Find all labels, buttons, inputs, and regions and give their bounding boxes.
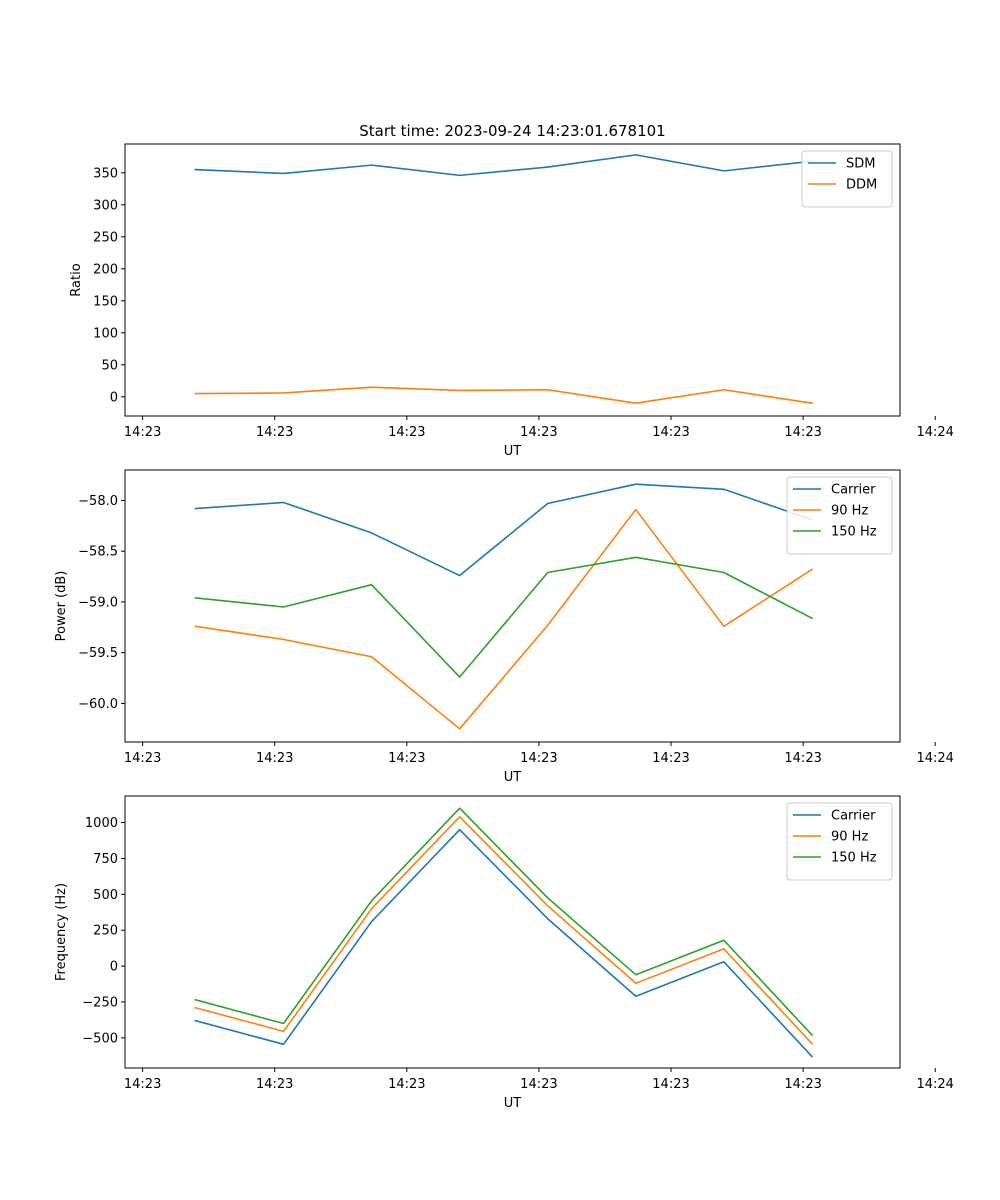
y-tick-label: −500 [82,1031,118,1046]
y-tick-label: 300 [93,198,118,213]
legend-label: Carrier [831,483,876,498]
x-tick-label: 14:23 [388,425,425,440]
y-tick-label: −59.0 [78,595,118,610]
x-tick-label: 14:24 [916,1077,953,1092]
y-tick-label: −59.5 [78,646,118,661]
y-tick-label: −58.5 [78,545,118,560]
y-tick-label: 500 [93,888,118,903]
x-tick-label: 14:23 [652,751,689,766]
x-tick-label: 14:23 [652,425,689,440]
y-tick-label: 1000 [85,816,118,831]
x-tick-label: 14:23 [520,425,557,440]
x-tick-label: 14:23 [388,1077,425,1092]
x-tick-label: 14:23 [256,1077,293,1092]
x-tick-label: 14:23 [652,1077,689,1092]
series-line-90-hz [194,508,814,730]
legend-label: SDM [846,157,875,172]
x-axis-label: UT [504,1096,522,1111]
y-tick-label: 100 [93,326,118,341]
charts-container: Start time: 2023-09-24 14:23:01.678101 14… [54,122,954,1111]
x-tick-label: 14:24 [916,425,953,440]
subplot-2: 14:23 14:23 14:23 14:23 14:23 14:23 14:24 −60.0… [54,469,954,785]
x-tick-label: 14:23 [124,751,161,766]
y-tick-label: 350 [93,166,118,181]
y-tick-label: 200 [93,262,118,277]
axes-frame [124,795,901,1069]
y-tick-label: 250 [93,230,118,245]
legend-label: DDM [846,178,877,193]
x-tick-label: 14:23 [256,425,293,440]
legend-label: Carrier [831,809,876,824]
legend-label: 90 Hz [831,830,868,845]
legend-box [786,802,893,881]
y-axis-label: Ratio [69,263,84,296]
axes-frame [124,143,901,417]
legend-box [801,150,893,208]
series-line-carrier [194,483,813,577]
legend: Carrier 90 Hz 150 Hz [786,476,893,555]
y-tick-label: 250 [93,924,118,939]
y-axis-label: Power (dB) [54,571,69,642]
x-tick-label: 14:24 [916,751,953,766]
legend: Carrier 90 Hz 150 Hz [786,802,893,881]
x-axis-label: UT [504,770,522,785]
x-tick-label: 14:23 [256,751,293,766]
x-tick-label: 14:23 [520,751,557,766]
x-tick-label: 14:23 [388,751,425,766]
x-tick-label: 14:23 [124,1077,161,1092]
x-tick-label: 14:23 [784,1077,821,1092]
legend: SDM DDM [801,150,893,208]
axes-frame [124,469,901,743]
subplot-3: 14:23 14:23 14:23 14:23 14:23 14:23 14:24 −500 −… [54,795,954,1111]
y-axis-label: Frequency (Hz) [54,883,69,981]
x-tick-label: 14:23 [784,751,821,766]
x-tick-label: 14:23 [520,1077,557,1092]
legend-label: 150 Hz [831,525,877,540]
series-line-sdm [194,154,813,177]
y-tick-label: −250 [82,995,118,1010]
y-tick-label: 50 [101,358,118,373]
subplot-1: Start time: 2023-09-24 14:23:01.678101 14… [69,122,954,459]
y-tick-label: 0 [110,960,118,975]
chart-title: Start time: 2023-09-24 14:23:01.678101 [359,122,665,140]
series-line-carrier [194,828,814,1058]
y-tick-label: 150 [93,294,118,309]
x-axis-label: UT [504,444,522,459]
series-line-ddm [194,386,813,405]
y-tick-label: −58.0 [78,494,118,509]
series-line-90-hz [194,816,814,1045]
x-tick-label: 14:23 [124,425,161,440]
y-tick-label: 750 [93,852,118,867]
legend-label: 90 Hz [831,504,868,519]
x-tick-label: 14:23 [784,425,821,440]
series-line-150-hz [194,807,814,1037]
y-tick-label: −60.0 [78,697,118,712]
legend-label: 150 Hz [831,851,877,866]
y-tick-label: 0 [110,390,118,405]
series-line-150-hz [194,556,814,678]
legend-box [786,476,893,555]
